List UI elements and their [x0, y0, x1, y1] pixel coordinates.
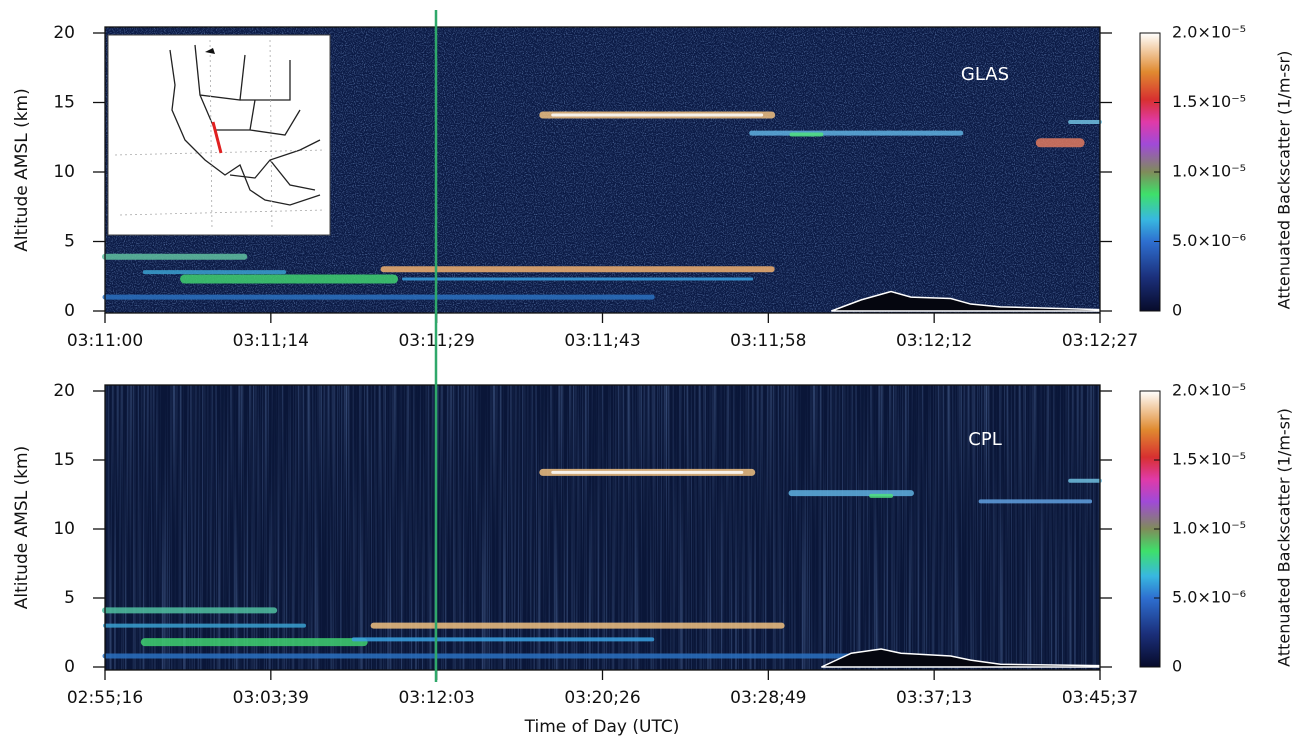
x-tick-label: 02:55;16: [67, 688, 143, 708]
x-tick-label: 03:11;58: [730, 331, 806, 351]
x-tick-label: 03:20;26: [564, 688, 640, 708]
y-tick-label: 5: [64, 232, 75, 252]
colorbar-tick-label: 5.0×10⁻⁶: [1172, 588, 1246, 607]
y-axis-title: Altitude AMSL (km): [12, 88, 32, 251]
y-tick-label: 10: [53, 162, 75, 182]
colorbar-title: Attenuated Backscatter (1/m-sr): [1275, 408, 1294, 667]
y-tick-label: 15: [53, 450, 75, 470]
y-tick-label: 5: [64, 588, 75, 608]
noise: [105, 385, 1100, 670]
x-tick-label: 03:11:00: [67, 331, 143, 351]
inset-map: [107, 34, 331, 236]
colorbar-tick-label: 2.0×10⁻⁵: [1172, 23, 1246, 42]
y-tick-label: 20: [53, 381, 75, 401]
x-tick-label: 03:03;39: [233, 688, 309, 708]
panel-label: CPL: [968, 429, 1001, 450]
colorbar-tick-label: 1.5×10⁻⁵: [1172, 92, 1246, 111]
y-tick-label: 0: [64, 657, 75, 677]
x-tick-label: 03:28;49: [730, 688, 806, 708]
y-axis-title: Altitude AMSL (km): [12, 446, 32, 609]
colorbar-tick-label: 2.0×10⁻⁵: [1172, 381, 1246, 400]
x-tick-label: 03:37;13: [896, 688, 972, 708]
x-tick-label: 03:12:03: [398, 688, 474, 708]
y-tick-label: 10: [53, 519, 75, 539]
panel-label: GLAS: [961, 64, 1009, 85]
panels: GLAS Altitude AMSL (km) 0 5 10 15 20 03:11:00 03…: [12, 23, 1294, 738]
x-tick-label: 03:11;14: [233, 331, 309, 351]
y-tick-label: 15: [53, 93, 75, 113]
x-axis-title: Time of Day (UTC): [524, 717, 680, 737]
colorbar-tick-label: 1.5×10⁻⁵: [1172, 450, 1246, 469]
y-tick-label: 20: [53, 23, 75, 43]
x-tick-label: 03:12;12: [896, 331, 972, 351]
colorbar-tick-label: 5.0×10⁻⁶: [1172, 231, 1246, 250]
x-tick-label: 03:45;37: [1062, 688, 1138, 708]
y-tick-label: 0: [64, 301, 75, 321]
colorbar-tick-label: 0: [1172, 301, 1182, 320]
colorbar-tick-label: 1.0×10⁻⁵: [1172, 162, 1246, 181]
x-tick-label: 03:11;43: [564, 331, 640, 351]
colorbar-tick-label: 0: [1172, 657, 1182, 676]
colorbar-tick-label: 1.0×10⁻⁵: [1172, 519, 1246, 538]
colorbar-title: Attenuated Backscatter (1/m-sr): [1275, 51, 1294, 310]
x-tick-label: 03:12;27: [1062, 331, 1138, 351]
